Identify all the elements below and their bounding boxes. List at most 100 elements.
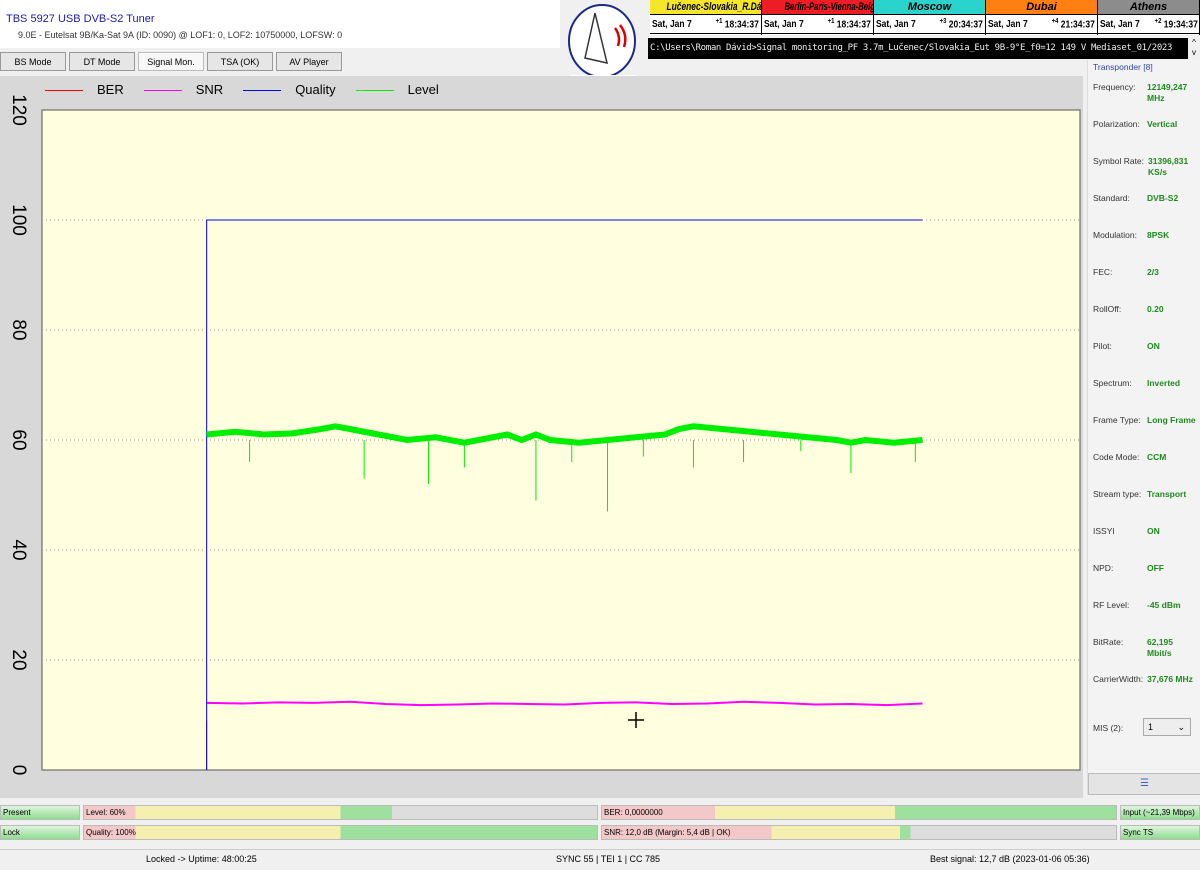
legend-label: BER — [97, 82, 124, 97]
panel-toggle-button[interactable]: ☰ — [1088, 773, 1200, 795]
param-label: BitRate: — [1093, 637, 1124, 647]
best-signal-status: Best signal: 12,7 dB (2023-01-06 05:36) — [930, 854, 1090, 864]
legend-swatch — [243, 90, 282, 92]
param-value: Long Frame — [1147, 415, 1196, 425]
clock-time-group: +1 18:34:37 — [828, 18, 871, 30]
clock-time-group: +2 19:34:37 — [1154, 18, 1197, 30]
mis-label: MIS (2): — [1093, 723, 1124, 733]
legend-item: SNR — [143, 82, 224, 97]
clock-time: 20:34:37 — [948, 19, 983, 31]
transponder-row: Spectrum: Inverted — [1093, 378, 1199, 389]
tab-signal-mon[interactable]: Signal Mon. — [138, 52, 204, 71]
clock-date: Sat, Jan 7 — [876, 18, 916, 30]
clock-offset: +1 — [827, 17, 835, 25]
y-tick-label: 20 — [8, 649, 29, 670]
legend-label: Quality — [295, 82, 336, 97]
clock-offset: +1 — [715, 17, 723, 25]
param-label: Stream type: — [1093, 489, 1142, 499]
clock-time: 18:34:37 — [836, 19, 871, 31]
clock-city-cell: Lučenec-Slovakia_R.Dávid — [650, 0, 773, 14]
clock-4: Athens Sat, Jan 7 +2 19:34:37 — [1098, 0, 1200, 35]
y-tick-label: 120 — [8, 94, 29, 126]
transponder-row: Pilot: ON — [1093, 341, 1199, 352]
transponder-row: Code Mode: CCM — [1093, 452, 1199, 463]
param-value: DVB-S2 — [1147, 193, 1179, 203]
y-tick-label: 100 — [8, 204, 29, 236]
param-label: Frame Type: — [1093, 415, 1141, 425]
clock-time: 18:34:37 — [724, 19, 759, 31]
clock-city-cell: Athens — [1098, 0, 1199, 14]
mode-tabs: BS Mode DT Mode Signal Mon. TSA (OK) AV Play… — [0, 52, 342, 72]
param-value: CCM — [1147, 452, 1167, 462]
mis-value: 1 — [1148, 722, 1154, 732]
clock-time-row: Sat, Jan 7 +4 21:34:37 — [986, 14, 1097, 34]
legend-item: Quality — [243, 82, 336, 97]
sync-status: SYNC 55 | TEI 1 | CC 785 — [556, 854, 661, 864]
param-value: 37,676 MHz — [1147, 674, 1193, 684]
clock-date: Sat, Jan 7 — [1100, 18, 1140, 30]
level-meter: Level: 60% — [83, 805, 598, 820]
param-label: Spectrum: — [1093, 378, 1132, 388]
clock-1: Berlin-Paris-Vienna-Belgrade Sat, Jan 7 +1… — [762, 0, 891, 35]
console-scrollbar[interactable]: ^ v — [1188, 38, 1200, 59]
param-label: Polarization: — [1093, 119, 1140, 129]
chart-legend: BER SNR Quality Level — [45, 82, 439, 97]
param-value: 62,195 Mbit/s — [1147, 637, 1173, 658]
clock-city: Athens — [1129, 1, 1168, 13]
param-label: FEC: — [1093, 267, 1113, 277]
world-clocks: Lučenec-Slovakia_R.Dávid Sat, Jan 7 +1 18:… — [650, 0, 1200, 35]
clock-time: 19:34:37 — [1163, 19, 1198, 31]
param-label: Standard: — [1093, 193, 1130, 203]
snr-meter: SNR: 12,0 dB (Margin: 5,4 dB | OK) — [601, 825, 1117, 840]
y-tick-label: 60 — [8, 429, 29, 450]
transponder-row: CarrierWidth: 37,676 MHz — [1093, 674, 1199, 685]
legend-label: SNR — [195, 82, 224, 97]
clock-offset: +2 — [1154, 17, 1162, 25]
param-label: CarrierWidth: — [1093, 674, 1144, 684]
param-value: OFF — [1147, 563, 1164, 573]
clock-2: Moscow Sat, Jan 7 +3 20:34:37 — [874, 0, 986, 35]
clock-date: Sat, Jan 7 — [988, 18, 1028, 30]
param-label: Modulation: — [1093, 230, 1137, 240]
tab-bs-mode[interactable]: BS Mode — [0, 52, 66, 71]
console-window: C:\Users\Roman Dávid>Signal monitoring_P… — [648, 38, 1188, 59]
param-value: 12149,247 MHz — [1147, 82, 1188, 103]
present-indicator: Present — [0, 805, 80, 820]
series-snr — [206, 700, 923, 707]
param-value: 31396,831 KS/s — [1148, 156, 1189, 177]
clock-date: Sat, Jan 7 — [764, 18, 804, 30]
clock-city: Berlin-Paris-Vienna-Belgrade — [784, 1, 892, 13]
tab-dt-mode[interactable]: DT Mode — [69, 52, 135, 71]
clock-time-row: Sat, Jan 7 +1 18:34:37 — [762, 14, 873, 34]
clock-3: Dubai Sat, Jan 7 +4 21:34:37 — [986, 0, 1098, 35]
param-label: Frequency: — [1093, 82, 1136, 92]
clock-time-group: +4 21:34:37 — [1052, 18, 1095, 30]
y-tick-label: 80 — [8, 319, 29, 340]
clock-offset: +4 — [1051, 17, 1059, 25]
param-label: Symbol Rate: — [1093, 156, 1145, 166]
param-value: Transport — [1147, 489, 1187, 499]
clock-city-cell: Berlin-Paris-Vienna-Belgrade — [762, 0, 891, 14]
y-tick-label: 0 — [8, 765, 29, 776]
clock-0: Lučenec-Slovakia_R.Dávid Sat, Jan 7 +1 18:… — [650, 0, 773, 35]
param-label: Pilot: — [1093, 341, 1112, 351]
clock-time: 21:34:37 — [1060, 19, 1095, 31]
tab-av-player[interactable]: AV Player — [276, 52, 342, 71]
mis-select[interactable]: 1 ⌄ — [1143, 718, 1191, 736]
transponder-row: ISSYI ON — [1093, 526, 1199, 537]
series-level — [206, 423, 923, 446]
transponder-row: BitRate: 62,195 Mbit/s — [1093, 637, 1199, 659]
ber-meter: BER: 0,0000000 — [601, 805, 1117, 820]
clock-date: Sat, Jan 7 — [652, 18, 692, 30]
legend-item: Level — [355, 82, 439, 97]
param-value: 2/3 — [1147, 267, 1159, 277]
list-icon: ☰ — [1140, 778, 1149, 789]
clock-city-cell: Dubai — [986, 0, 1097, 14]
param-value: 8PSK — [1147, 230, 1170, 240]
clock-time-row: Sat, Jan 7 +1 18:34:37 — [650, 14, 761, 34]
tab-tsa-ok[interactable]: TSA (OK) — [207, 52, 273, 71]
app-title: TBS 5927 USB DVB-S2 Tuner — [6, 13, 155, 25]
signal-chart-area: 0 20 40 60 80 100 120 — [0, 76, 1083, 798]
param-value: 0.20 — [1147, 304, 1164, 314]
clock-city: Dubai — [1026, 1, 1057, 13]
